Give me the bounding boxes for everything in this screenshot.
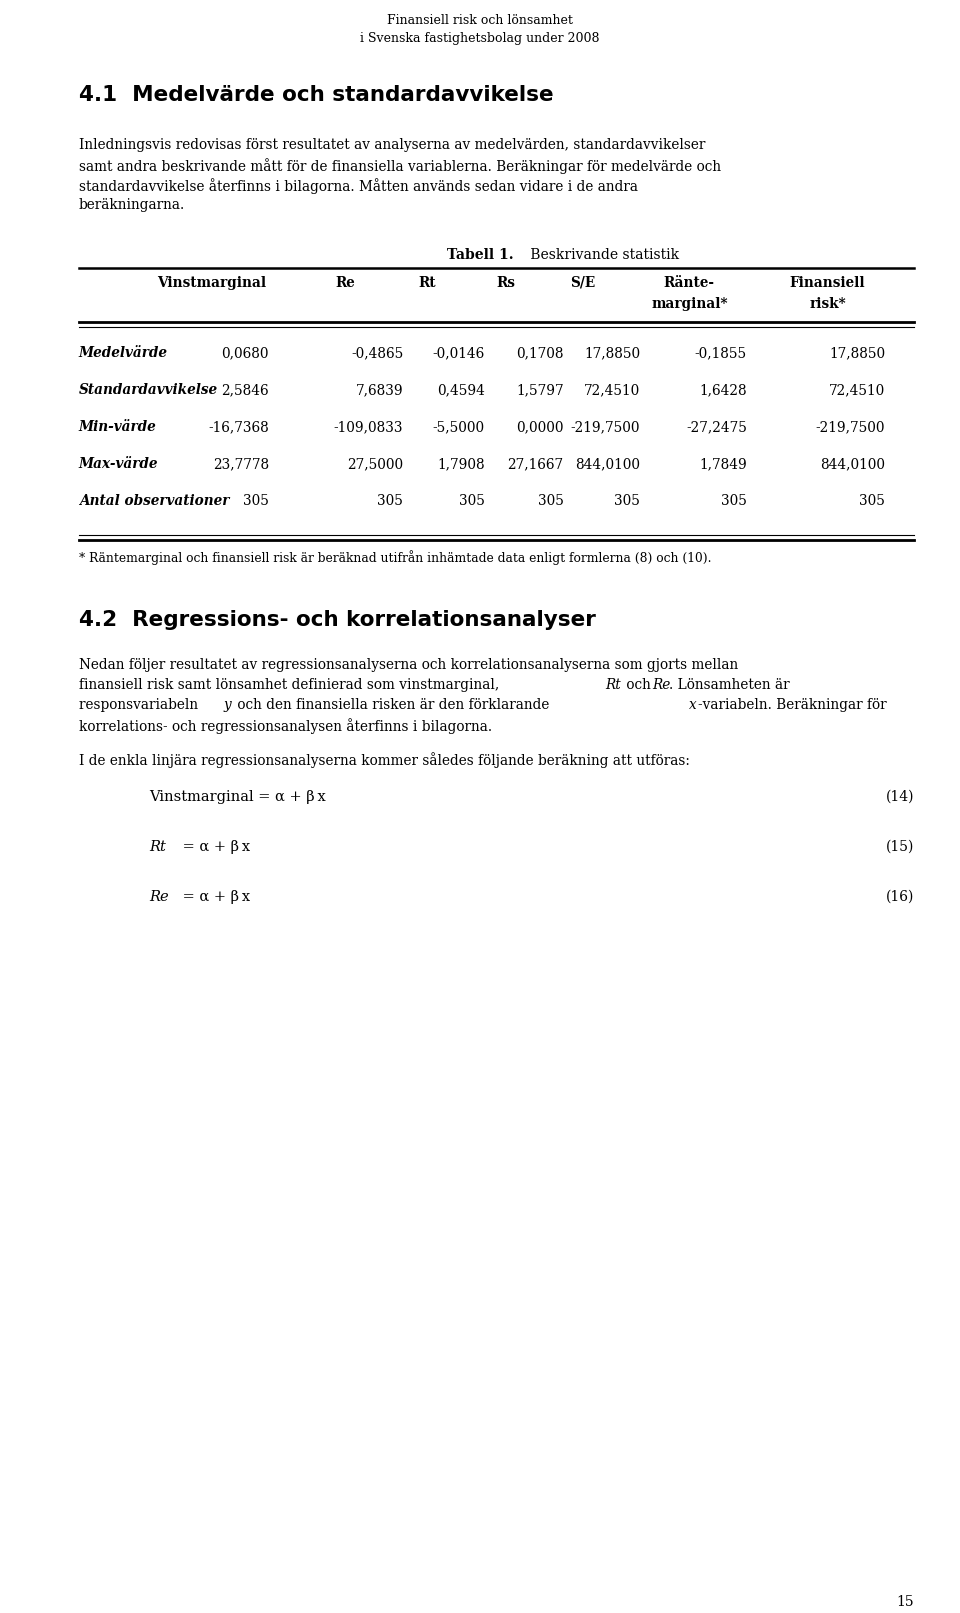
Text: samt andra beskrivande mått för de finansiella variablerna. Beräkningar för mede: samt andra beskrivande mått för de finan… xyxy=(79,158,721,174)
Text: 4.1  Medelvärde och standardavvikelse: 4.1 Medelvärde och standardavvikelse xyxy=(79,85,553,105)
Text: 27,1667: 27,1667 xyxy=(508,456,564,471)
Text: 305: 305 xyxy=(538,494,564,508)
Text: Medelvärde: Medelvärde xyxy=(79,347,168,360)
Text: 72,4510: 72,4510 xyxy=(584,382,640,397)
Text: 305: 305 xyxy=(243,494,269,508)
Text: Ränte-: Ränte- xyxy=(663,276,715,290)
Text: Rt: Rt xyxy=(605,677,620,692)
Text: Max-värde: Max-värde xyxy=(79,456,158,471)
Text: 1,7908: 1,7908 xyxy=(437,456,485,471)
Text: Rs: Rs xyxy=(496,276,516,290)
Text: responsvariabeln: responsvariabeln xyxy=(79,698,203,711)
Text: risk*: risk* xyxy=(809,297,846,311)
Text: 305: 305 xyxy=(721,494,747,508)
Text: 72,4510: 72,4510 xyxy=(828,382,885,397)
Text: -0,0146: -0,0146 xyxy=(433,347,485,360)
Text: marginal*: marginal* xyxy=(651,297,728,311)
Text: Vinstmarginal: Vinstmarginal xyxy=(156,276,266,290)
Text: 844,0100: 844,0100 xyxy=(820,456,885,471)
Text: beräkningarna.: beräkningarna. xyxy=(79,198,185,211)
Text: 844,0100: 844,0100 xyxy=(575,456,640,471)
Text: 1,5797: 1,5797 xyxy=(516,382,564,397)
Text: (14): (14) xyxy=(885,790,914,803)
Text: -5,5000: -5,5000 xyxy=(433,419,485,434)
Text: 305: 305 xyxy=(859,494,885,508)
Text: Finansiell risk och lönsamhet: Finansiell risk och lönsamhet xyxy=(387,15,573,27)
Text: Nedan följer resultatet av regressionsanalyserna och korrelationsanalyserna som : Nedan följer resultatet av regressionsan… xyxy=(79,658,738,673)
Text: = α + β x: = α + β x xyxy=(178,890,250,903)
Text: 2,5846: 2,5846 xyxy=(221,382,269,397)
Text: S/E: S/E xyxy=(570,276,595,290)
Text: = α + β x: = α + β x xyxy=(178,840,250,853)
Text: Rt: Rt xyxy=(419,276,436,290)
Text: 0,0000: 0,0000 xyxy=(516,419,564,434)
Text: 1,6428: 1,6428 xyxy=(699,382,747,397)
Text: och den finansiella risken är den förklarande: och den finansiella risken är den förkla… xyxy=(233,698,554,711)
Text: -variabeln. Beräkningar för: -variabeln. Beräkningar för xyxy=(698,698,886,711)
Text: Standardavvikelse: Standardavvikelse xyxy=(79,382,218,397)
Text: -109,0833: -109,0833 xyxy=(334,419,403,434)
Text: -27,2475: -27,2475 xyxy=(686,419,747,434)
Text: 305: 305 xyxy=(377,494,403,508)
Text: Beskrivande statistik: Beskrivande statistik xyxy=(526,248,680,261)
Text: y: y xyxy=(224,698,231,711)
Text: korrelations- och regressionsanalysen återfinns i bilagorna.: korrelations- och regressionsanalysen åt… xyxy=(79,718,492,734)
Text: Re: Re xyxy=(336,276,355,290)
Text: Rt: Rt xyxy=(149,840,166,853)
Text: i Svenska fastighetsbolag under 2008: i Svenska fastighetsbolag under 2008 xyxy=(360,32,600,45)
Text: 23,7778: 23,7778 xyxy=(213,456,269,471)
Text: Finansiell: Finansiell xyxy=(790,276,865,290)
Text: 0,0680: 0,0680 xyxy=(222,347,269,360)
Text: . Lönsamheten är: . Lönsamheten är xyxy=(669,677,790,692)
Text: 17,8850: 17,8850 xyxy=(585,347,640,360)
Text: -0,1855: -0,1855 xyxy=(695,347,747,360)
Text: (16): (16) xyxy=(885,890,914,903)
Text: -0,4865: -0,4865 xyxy=(351,347,403,360)
Text: Inledningsvis redovisas först resultatet av analyserna av medelvärden, standarda: Inledningsvis redovisas först resultatet… xyxy=(79,139,705,152)
Text: 1,7849: 1,7849 xyxy=(699,456,747,471)
Text: 15: 15 xyxy=(897,1595,914,1610)
Text: och: och xyxy=(622,677,656,692)
Text: standardavvikelse återfinns i bilagorna. Måtten används sedan vidare i de andra: standardavvikelse återfinns i bilagorna.… xyxy=(79,177,637,194)
Text: -16,7368: -16,7368 xyxy=(208,419,269,434)
Text: 0,1708: 0,1708 xyxy=(516,347,564,360)
Text: -219,7500: -219,7500 xyxy=(571,419,640,434)
Text: finansiell risk samt lönsamhet definierad som vinstmarginal,: finansiell risk samt lönsamhet definiera… xyxy=(79,677,503,692)
Text: Min-värde: Min-värde xyxy=(79,419,156,434)
Text: 4.2  Regressions- och korrelationsanalyser: 4.2 Regressions- och korrelationsanalyse… xyxy=(79,610,595,631)
Text: Re: Re xyxy=(652,677,670,692)
Text: x: x xyxy=(689,698,697,711)
Text: * Räntemarginal och finansiell risk är beräknad utifrån inhämtade data enligt fo: * Räntemarginal och finansiell risk är b… xyxy=(79,550,711,565)
Text: (15): (15) xyxy=(885,840,914,853)
Text: Antal observationer: Antal observationer xyxy=(79,494,229,508)
Text: Re: Re xyxy=(149,890,168,903)
Text: 7,6839: 7,6839 xyxy=(355,382,403,397)
Text: 17,8850: 17,8850 xyxy=(829,347,885,360)
Text: -219,7500: -219,7500 xyxy=(816,419,885,434)
Text: 305: 305 xyxy=(459,494,485,508)
Text: Vinstmarginal = α + β x: Vinstmarginal = α + β x xyxy=(149,790,325,803)
Text: 27,5000: 27,5000 xyxy=(348,456,403,471)
Text: I de enkla linjära regressionsanalyserna kommer således följande beräkning att u: I de enkla linjära regressionsanalyserna… xyxy=(79,752,689,768)
Text: 305: 305 xyxy=(614,494,640,508)
Text: 0,4594: 0,4594 xyxy=(437,382,485,397)
Text: Tabell 1.: Tabell 1. xyxy=(446,248,514,261)
